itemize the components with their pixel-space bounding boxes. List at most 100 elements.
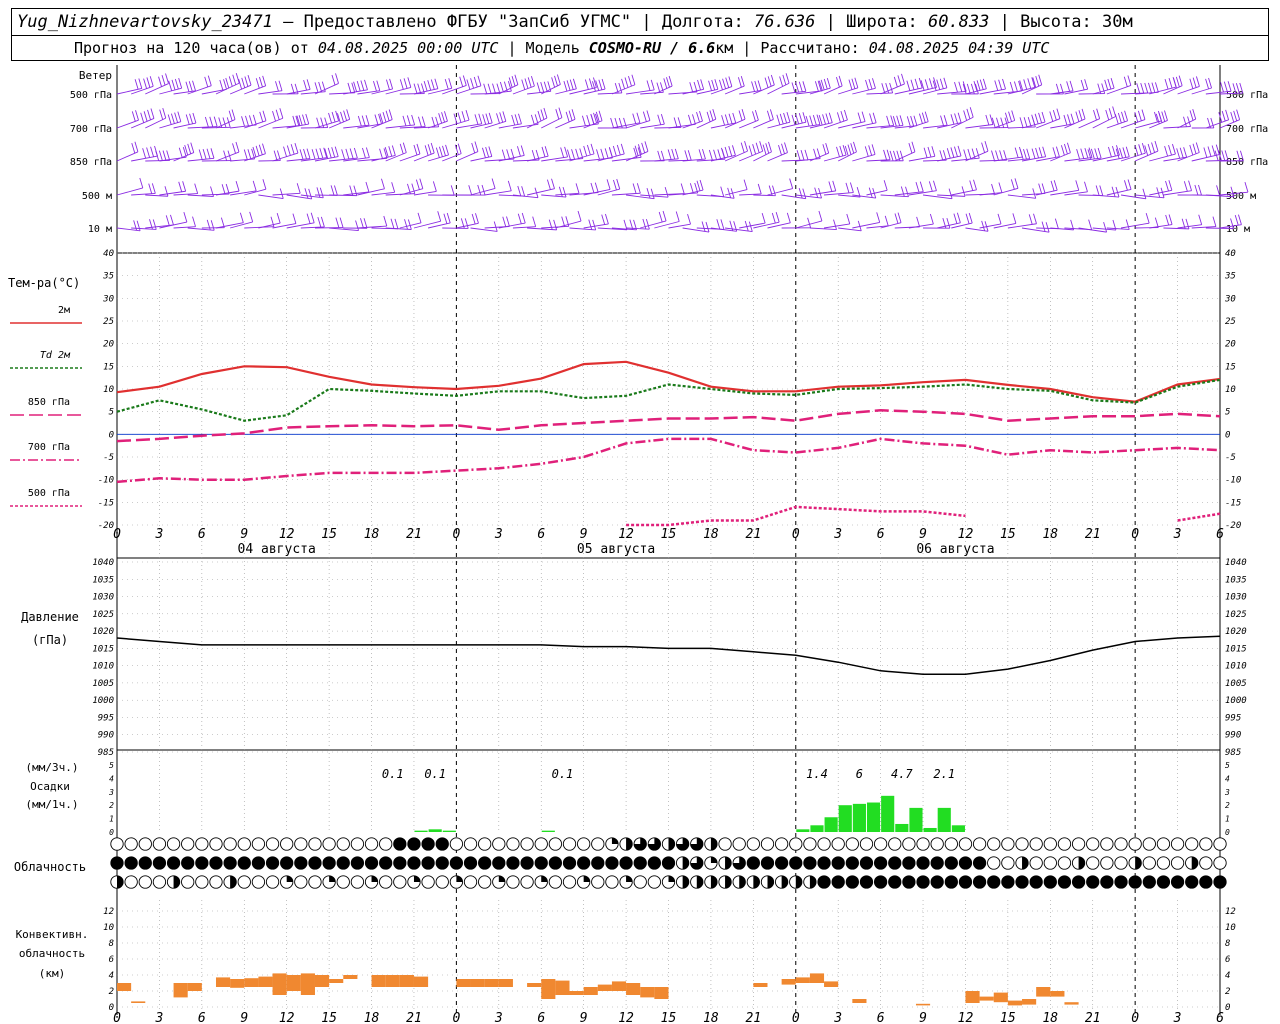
wind-barb-feather: [231, 109, 236, 120]
wind-barb-feather: [595, 80, 600, 91]
wind-barb-feather: [376, 80, 381, 91]
wind-barb-feather: [147, 109, 151, 121]
convective-cloud-bar: [498, 979, 513, 987]
wind-barb: [668, 223, 691, 229]
wind-barb-feather: [998, 182, 1003, 193]
wind-barb-feather: [1002, 78, 1006, 90]
temp-tick-right: 5: [1225, 408, 1230, 418]
cloud-cover-circle: [1086, 875, 1100, 889]
precip-tick-left: 4: [109, 774, 114, 783]
wind-barb-feather: [728, 76, 733, 87]
wind-barb: [1007, 194, 1036, 199]
wind-barb: [470, 188, 496, 196]
cloud-cover-circle: [463, 837, 478, 851]
wind-barb-feather: [275, 109, 280, 120]
wind-barb-feather: [158, 76, 162, 87]
wind-barb-feather: [225, 77, 230, 89]
wind-barb-feather: [1121, 111, 1125, 123]
wind-barb: [399, 222, 422, 229]
wind-barb-feather: [798, 112, 803, 124]
cloud-cover-circle: [972, 875, 987, 889]
wind-barb-feather: [913, 115, 918, 126]
wind-barb-feather: [248, 115, 253, 126]
wind-barb-feather: [524, 78, 529, 89]
wind-barb: [498, 84, 519, 95]
wind-barb-feather: [1013, 81, 1018, 92]
cloud-cover-circle: [379, 856, 393, 870]
wind-barb-feather: [556, 74, 561, 85]
wind-barb: [413, 220, 441, 229]
temp-tick-right: 30: [1224, 294, 1236, 304]
wind-barb-feather: [901, 73, 905, 85]
wind-barb-feather: [365, 147, 370, 158]
wind-barb: [215, 151, 240, 162]
cloud-cover-fill: [498, 875, 506, 882]
cloud-cover-circle: [873, 875, 888, 889]
wind-barb-feather: [744, 220, 749, 232]
wind-barb-feather: [563, 81, 568, 92]
wind-barb-feather: [1066, 142, 1071, 153]
wind-barb: [823, 85, 843, 95]
hour-tick-label-bottom: 12: [279, 1011, 295, 1024]
wind-barb-feather: [381, 178, 385, 189]
wind-barb-feather: [346, 109, 351, 120]
wind-barb-feather: [356, 80, 361, 92]
wind-barb-feather: [636, 112, 641, 123]
wind-barb-feather: [969, 180, 974, 191]
wind-barb: [215, 190, 240, 196]
wind-barb: [230, 221, 253, 229]
cloud-cover-fill: [710, 837, 718, 851]
wind-barb-feather: [816, 114, 821, 125]
wind-barb-feather: [809, 115, 814, 126]
wind-barb-feather: [278, 80, 283, 91]
wind-barb-feather: [273, 150, 278, 161]
wind-barb: [838, 87, 858, 95]
wind-barb-feather: [1134, 111, 1139, 123]
wind-barb-feather: [818, 80, 823, 91]
hour-tick-label: 0: [792, 527, 800, 542]
convective-cloud-bar: [555, 980, 570, 995]
cloud-cover-circle: [633, 875, 647, 889]
wind-barb: [993, 222, 1016, 229]
wind-barb-feather: [448, 78, 453, 89]
cloud-cover-circle: [548, 837, 563, 851]
wind-barb-feather: [842, 144, 847, 156]
wind-barb-feather: [520, 145, 525, 156]
wind-barb-feather: [932, 80, 937, 91]
wind-barb: [173, 152, 194, 162]
wind-barb: [145, 194, 168, 197]
temp-tick-left: -5: [103, 453, 114, 463]
wind-level-label: 500 м: [82, 191, 112, 202]
wind-barb-feather: [135, 110, 139, 121]
wind-barb: [1120, 222, 1150, 229]
convective-cloud-bar: [187, 983, 202, 991]
precip-tick-left: 0: [109, 828, 114, 837]
cloud-cover-circle: [407, 837, 421, 851]
cloud-cover-circle: [421, 875, 435, 889]
pressure-tick-right: 1005: [1225, 679, 1247, 689]
wind-barb: [710, 122, 736, 129]
wind-barb-feather: [910, 79, 915, 90]
wind-barb-feather: [1041, 111, 1046, 123]
cloud-cover-circle: [435, 856, 449, 870]
cloud-cover-fill: [795, 875, 802, 889]
wind-barb: [145, 224, 174, 229]
hour-tick-label-bottom: 6: [198, 1011, 206, 1024]
wind-barb-feather: [259, 76, 263, 88]
temp-tick-right: 15: [1225, 362, 1236, 372]
wind-barb-feather: [183, 211, 188, 223]
wind-barb-feather: [768, 141, 772, 153]
wind-barb-feather: [327, 147, 332, 159]
wind-barb-feather: [389, 78, 394, 90]
wind-barb-feather: [1038, 147, 1043, 158]
wind-barb-feather: [402, 115, 407, 127]
wind-barb-feather: [453, 113, 458, 124]
cloud-cover-circle: [195, 856, 209, 870]
wind-barb-feather: [975, 148, 980, 159]
wind-barb: [357, 188, 385, 196]
wind-barb: [611, 156, 642, 162]
wind-barb-feather: [963, 149, 968, 160]
wind-barb-feather: [928, 181, 933, 192]
wind-barb-feather: [1056, 108, 1061, 119]
wind-barb-feather: [674, 148, 679, 159]
